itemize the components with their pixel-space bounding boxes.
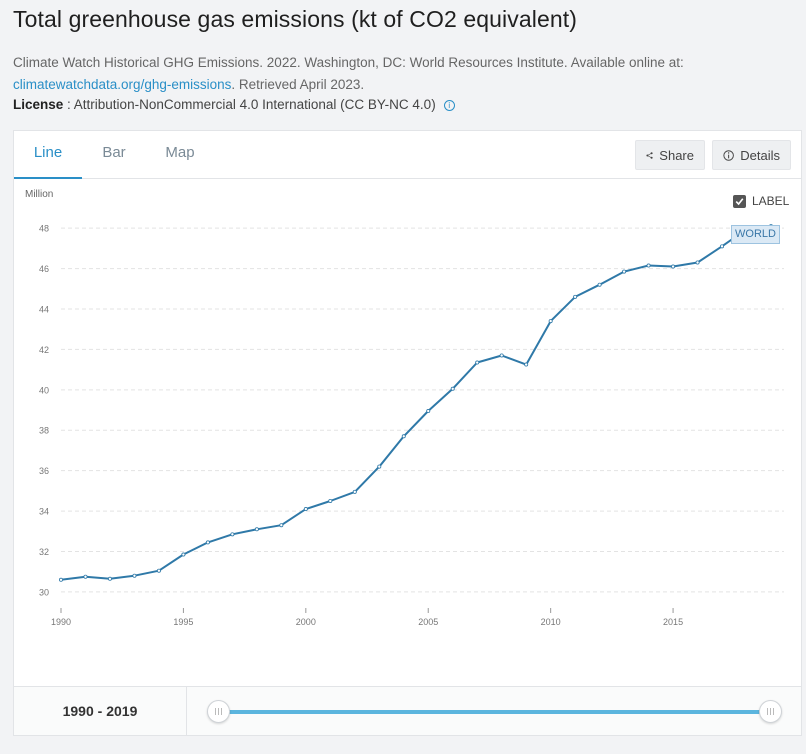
info-icon[interactable]: i [443, 100, 455, 111]
x-tick-label: 2000 [296, 617, 316, 627]
range-separator: - [93, 703, 107, 719]
data-point [548, 319, 553, 324]
data-point [450, 386, 455, 391]
range-slider-track[interactable] [220, 710, 771, 714]
data-point [646, 263, 651, 268]
tab-bar: Line Bar Map Share Details [14, 131, 801, 179]
data-point [695, 260, 700, 265]
data-point [377, 464, 382, 469]
tab-line[interactable]: Line [14, 131, 82, 179]
source-link[interactable]: climatewatchdata.org/ghg-emissions [13, 77, 232, 92]
chart-panel: Line Bar Map Share Details Million 30 32 3… [13, 130, 802, 736]
data-point [597, 282, 602, 287]
details-button[interactable]: Details [712, 140, 791, 170]
data-point [401, 434, 406, 439]
data-point [524, 362, 529, 367]
data-point [205, 540, 210, 545]
license-text: : Attribution-NonCommercial 4.0 Internat… [63, 97, 436, 112]
range-start: 1990 [62, 703, 94, 719]
data-point [328, 498, 333, 503]
data-point [622, 269, 627, 274]
share-button[interactable]: Share [635, 140, 705, 170]
y-tick-label: 42 [39, 345, 49, 355]
source-citation: Climate Watch Historical GHG Emissions. … [13, 52, 693, 96]
x-tick-label: 2010 [541, 617, 561, 627]
series-label-world: WORLD [731, 225, 780, 244]
x-tick-label: 1995 [173, 617, 193, 627]
range-slider-end-handle[interactable] [759, 700, 782, 723]
license-label: License [13, 97, 64, 112]
data-point [573, 294, 578, 299]
data-point [254, 527, 259, 532]
x-tick-label: 1990 [51, 617, 71, 627]
share-icon [646, 151, 653, 159]
data-point [59, 577, 64, 582]
data-point [156, 568, 161, 573]
checkbox-checked-icon[interactable] [733, 194, 746, 208]
y-tick-label: 48 [39, 224, 49, 234]
data-point [303, 507, 308, 512]
data-point [83, 574, 88, 579]
data-point [132, 573, 137, 578]
tab-map[interactable]: Map [165, 144, 195, 161]
data-point [107, 576, 112, 581]
label-toggle[interactable]: LABEL [733, 194, 789, 208]
data-point [426, 409, 431, 414]
license: License : Attribution-NonCommercial 4.0 … [13, 97, 455, 112]
range-end: 2019 [106, 703, 138, 719]
data-point [671, 264, 676, 269]
source-retrieved: . Retrieved April 2023. [231, 77, 365, 92]
y-tick-label: 38 [39, 426, 49, 436]
page-title: Total greenhouse gas emissions (kt of CO… [13, 6, 577, 32]
tab-bar-chart[interactable]: Bar [102, 144, 126, 161]
y-tick-label: 34 [39, 507, 49, 517]
data-point [475, 360, 480, 365]
data-point [181, 552, 186, 557]
details-label: Details [740, 147, 780, 163]
y-tick-label: 32 [39, 547, 49, 557]
y-tick-label: 30 [39, 587, 49, 597]
data-point [499, 353, 504, 358]
chart-area: Million 30 32 34 36 38 40 42 44 46 48 1990 1995 2000… [14, 180, 801, 686]
x-tick-label: 2015 [663, 617, 683, 627]
label-toggle-text: LABEL [752, 194, 790, 208]
data-point [352, 489, 357, 494]
y-unit-label: Million [25, 189, 53, 200]
data-point [720, 244, 725, 249]
info-circle-icon [723, 149, 734, 161]
range-footer: 1990 - 2019 [14, 686, 801, 736]
y-tick-label: 44 [39, 304, 49, 314]
y-tick-label: 40 [39, 385, 49, 395]
line-chart: Million 30 32 34 36 38 40 42 44 46 48 1990 1995 2000… [25, 189, 784, 627]
range-slider-start-handle[interactable] [207, 700, 230, 723]
series-line-world [60, 225, 772, 581]
year-range: 1990 - 2019 [14, 687, 187, 736]
source-text: Climate Watch Historical GHG Emissions. … [13, 55, 684, 70]
x-tick-label: 2005 [418, 617, 438, 627]
y-tick-label: 36 [39, 466, 49, 476]
data-point [230, 532, 235, 537]
data-point [279, 523, 284, 528]
share-label: Share [659, 147, 694, 163]
y-tick-label: 46 [39, 264, 49, 274]
